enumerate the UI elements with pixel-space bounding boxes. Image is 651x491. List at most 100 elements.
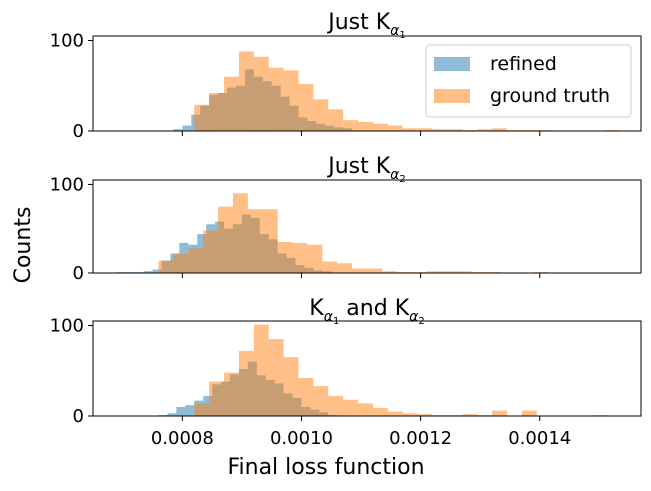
bar [447,129,463,131]
title-part: K [309,296,324,321]
bar [143,271,153,273]
bar [492,128,507,131]
bar [283,70,299,131]
bar [417,414,433,416]
bar [188,248,204,273]
bar [277,242,293,273]
bar [441,271,457,273]
bar [173,253,189,273]
bar [322,261,338,273]
axes-frame [92,179,642,274]
axes-frame [92,320,642,417]
bar [283,357,299,416]
bar [298,83,314,131]
bar [203,230,219,273]
bar [232,193,248,273]
bar [173,129,183,131]
bar [426,271,442,273]
bar [253,324,269,416]
panel-title: Kα1 and Kα2 [309,296,424,327]
legend-box [425,44,632,118]
bar [432,129,448,131]
bar [358,121,373,131]
bar [176,406,186,416]
bar [313,99,329,131]
bar [367,268,382,273]
bar [477,129,493,131]
bar [387,125,403,131]
bar [402,413,418,416]
bar [238,51,254,131]
bar [224,76,239,131]
y-tick-label: 0 [73,406,84,427]
title-part: Just K [326,10,391,35]
bar [298,378,314,416]
panel-title: Just Kα2 [326,154,406,185]
title-part: α [390,167,400,183]
bar [337,263,353,273]
bar [521,410,537,416]
bar [292,242,308,273]
legend-swatch [434,89,470,103]
panel-2: 0 100 Just Kα2 [50,154,642,284]
panel-1: 0 100 Just Kα1 [50,10,642,142]
bar [358,403,373,416]
legend-label: refined [490,53,557,75]
y-tick-label: 100 [50,174,84,195]
title-part: 2 [418,316,424,327]
bar [352,268,367,273]
x-tick-label: 0.0008 [151,428,214,449]
bar [456,271,472,273]
title-part: 2 [399,174,405,185]
title-part: and K [339,296,409,321]
bar [152,269,162,273]
title-part: α [409,309,419,325]
bar [209,381,225,416]
series-ground-truth [158,193,549,273]
bar [238,350,254,416]
bar [268,339,284,416]
title-part: Just K [326,154,391,179]
y-tick-label: 100 [50,31,84,52]
bar [262,209,278,273]
bar [372,123,388,131]
bar [381,271,397,273]
bar [218,206,233,273]
bar [328,109,344,131]
bar [387,411,403,416]
title-part: α [390,23,400,39]
bar [492,410,507,416]
bar [247,209,263,273]
bar [343,399,359,416]
panel-title: Just Kα1 [326,10,406,41]
bar [209,93,225,131]
bar [402,128,418,131]
legend-swatch [434,57,470,71]
x-tick-label: 0.0010 [270,428,333,449]
bar [268,67,284,131]
title-part: α [324,309,334,325]
y-tick-label: 100 [50,316,84,337]
bar [372,407,388,416]
bar [158,260,174,273]
y-tick-label: 0 [73,263,84,284]
series-ground-truth [194,51,621,132]
bar [307,244,323,273]
y-tick-label: 0 [73,121,84,142]
bar [167,413,177,416]
bar [462,414,478,416]
y-axis-label: Counts [11,207,36,284]
title-part: 1 [399,30,405,41]
bar [328,396,344,416]
x-tick-label: 0.0012 [389,428,452,449]
bar [253,56,269,132]
legend: refined ground truth [425,44,632,118]
x-axis-label: Final loss function [227,455,424,480]
bar [224,372,239,416]
bar [417,128,433,131]
bar [182,125,192,131]
bar [185,405,195,416]
